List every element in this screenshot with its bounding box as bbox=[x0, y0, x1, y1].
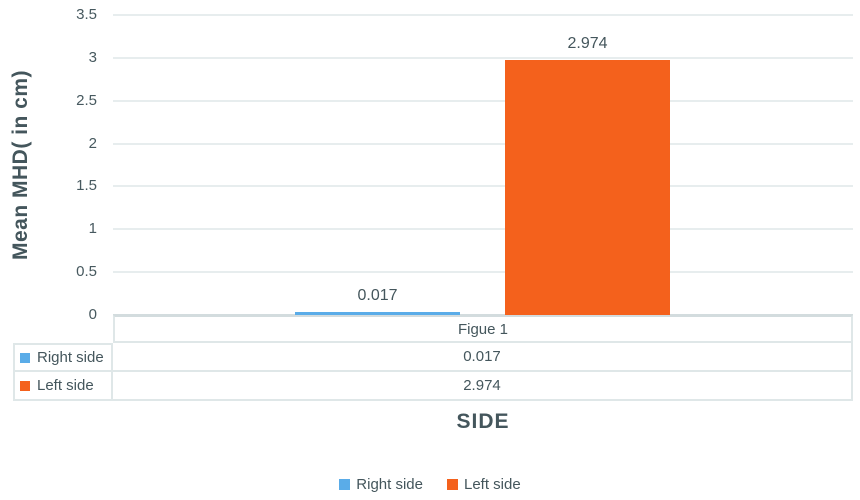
y-tick-label: 0.5 bbox=[76, 263, 97, 280]
right-side-swatch-icon bbox=[20, 352, 30, 363]
data-label-right-side: 0.017 bbox=[357, 287, 398, 304]
gridline bbox=[113, 271, 853, 273]
y-tick-label: 2 bbox=[88, 135, 97, 152]
table-value-left-side: 2.974 bbox=[113, 372, 853, 401]
gridline bbox=[113, 185, 853, 187]
table-key-right-side: Right side bbox=[13, 343, 113, 372]
y-tick-label: 0 bbox=[88, 306, 97, 323]
legend-label: Right side bbox=[356, 476, 423, 493]
chart-legend: Right side Left side bbox=[0, 476, 860, 493]
gridline bbox=[113, 228, 853, 230]
y-tick-label: 3 bbox=[88, 49, 97, 66]
table-category-header: Figue 1 bbox=[113, 315, 853, 343]
plot-area: 0.017 2.974 bbox=[113, 14, 853, 316]
y-tick-label: 1 bbox=[88, 220, 97, 237]
legend-right-side-swatch-icon bbox=[339, 479, 351, 490]
gridline bbox=[113, 57, 853, 59]
legend-left-side-swatch-icon bbox=[446, 479, 458, 490]
table-value-right-side: 0.017 bbox=[113, 343, 853, 372]
x-axis-title: SIDE bbox=[456, 410, 510, 433]
y-tick-label: 1.5 bbox=[76, 177, 97, 194]
data-label-left-side: 2.974 bbox=[567, 35, 608, 53]
gridline bbox=[113, 14, 853, 16]
gridline bbox=[113, 143, 853, 145]
table-key-label: Left side bbox=[37, 377, 94, 394]
table-key-label: Right side bbox=[37, 349, 104, 366]
y-tick-label: 3.5 bbox=[76, 6, 97, 23]
table-corner-cell bbox=[13, 315, 113, 343]
left-side-swatch-icon bbox=[20, 380, 30, 391]
data-table: Figue 1 Right side 0.017 Left side 2.974 bbox=[13, 315, 853, 401]
gridline bbox=[113, 100, 853, 102]
table-key-left-side: Left side bbox=[13, 372, 113, 401]
y-tick-label: 2.5 bbox=[76, 92, 97, 109]
bar-left-side bbox=[505, 60, 670, 315]
legend-label: Left side bbox=[463, 476, 521, 493]
bar-right-side bbox=[295, 312, 460, 315]
legend-item-left-side: Left side bbox=[446, 476, 521, 493]
legend-item-right-side: Right side bbox=[339, 476, 423, 493]
